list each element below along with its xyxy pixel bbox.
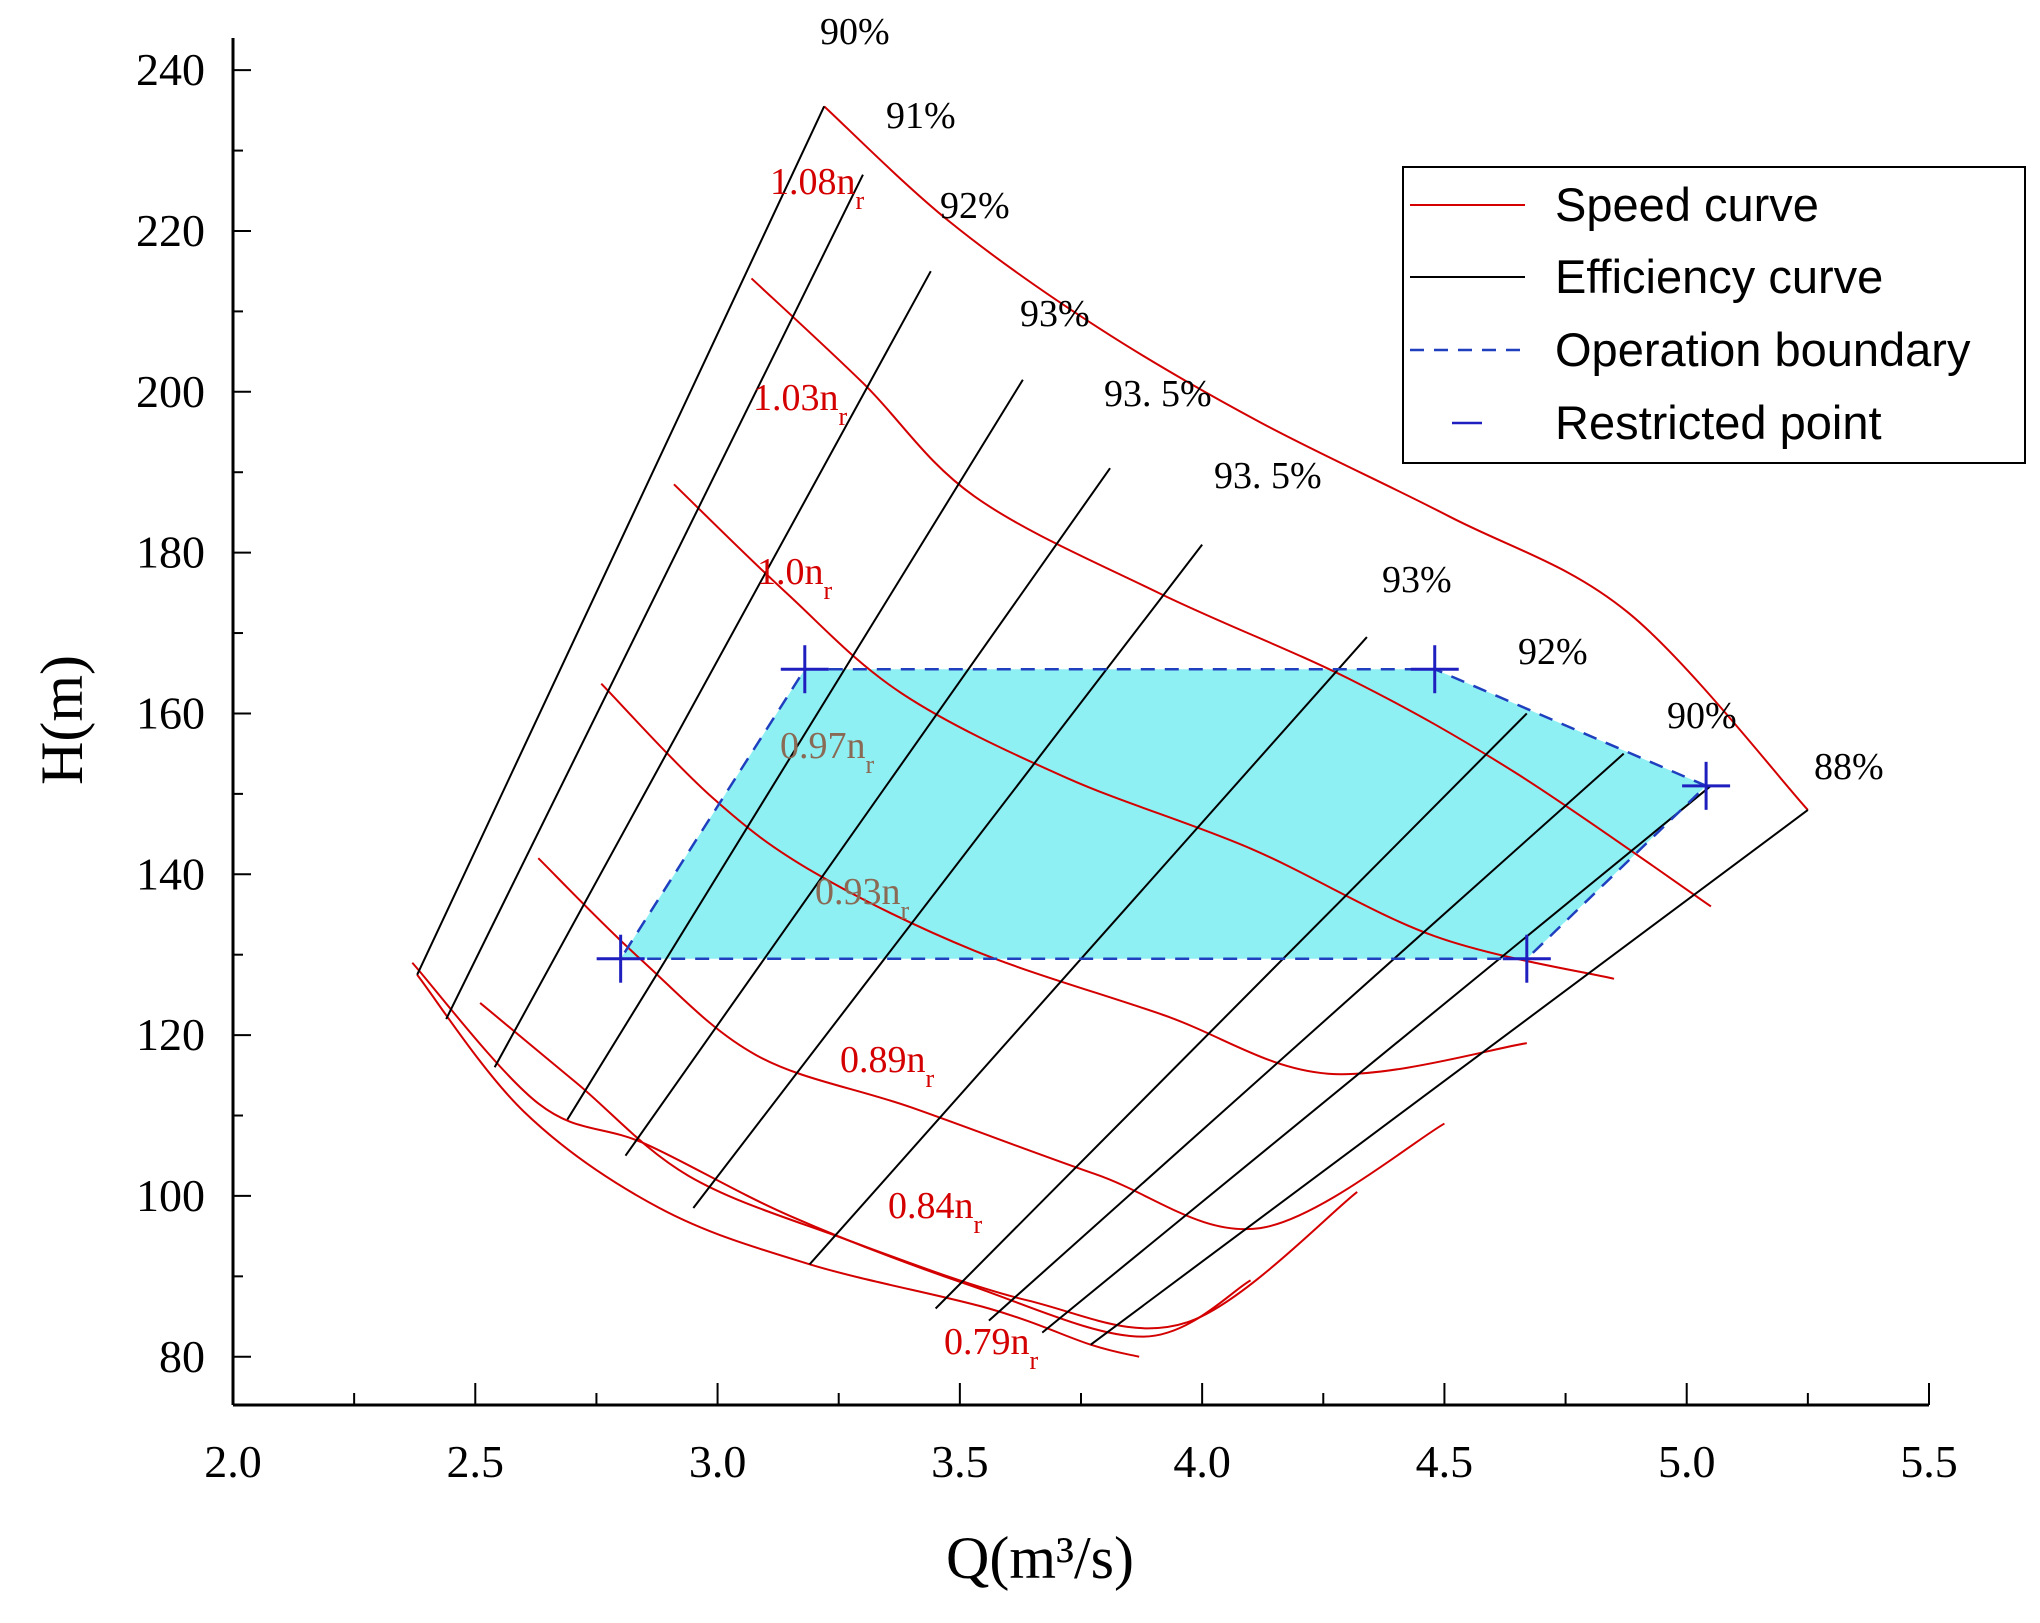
efficiency-curve-3 bbox=[566, 379, 1024, 1121]
restricted-point-4 bbox=[596, 934, 645, 983]
y-tick-label: 180 bbox=[136, 527, 205, 578]
y-tick-label: 140 bbox=[136, 848, 205, 899]
axis-ticks: 80 100 120 140 160 180 200 220 240 2.0 2.5 3.0 3.5 4.… bbox=[136, 44, 1958, 1487]
x-tick-label: 2.5 bbox=[447, 1436, 505, 1487]
x-tick-label: 3.5 bbox=[931, 1436, 989, 1487]
x-tick-label: 4.5 bbox=[1416, 1436, 1474, 1487]
y-tick-label: 220 bbox=[136, 205, 205, 256]
operation-boundary bbox=[618, 667, 1709, 960]
y-tick-label: 160 bbox=[136, 687, 205, 738]
efficiency-curve-1 bbox=[445, 174, 864, 1020]
efficiency-label-8: 90% bbox=[1667, 695, 1737, 737]
efficiency-label-0: 90% bbox=[820, 11, 890, 53]
efficiency-curve-5 bbox=[692, 543, 1203, 1209]
legend-box bbox=[1402, 166, 2026, 464]
efficiency-label-4: 93. 5% bbox=[1104, 373, 1212, 415]
x-tick-label: 4.0 bbox=[1173, 1436, 1231, 1487]
x-tick-label: 5.5 bbox=[1900, 1436, 1958, 1487]
legend: Speed curve Efficiency curve Operation b… bbox=[1402, 166, 2026, 464]
efficiency-label-5: 93. 5% bbox=[1214, 455, 1322, 497]
efficiency-label-6: 93% bbox=[1382, 559, 1452, 601]
y-tick-label: 120 bbox=[136, 1009, 205, 1060]
efficiency-curve-0 bbox=[416, 105, 826, 976]
restricted-point-2 bbox=[1682, 761, 1731, 810]
y-tick-label: 200 bbox=[136, 366, 205, 417]
x-tick-label: 2.0 bbox=[204, 1436, 262, 1487]
efficiency-curve-2 bbox=[493, 270, 932, 1068]
legend-label-restricted: Restricted point bbox=[1555, 396, 1882, 449]
operation-region-fill bbox=[620, 669, 1707, 959]
speed-curve-4 bbox=[537, 857, 1445, 1231]
legend-label-efficiency: Efficiency curve bbox=[1555, 250, 1883, 303]
plot-area: 90%91%92%93%93. 5%93. 5%93%92%90%88%1.08… bbox=[411, 11, 1884, 1375]
efficiency-curve-9 bbox=[1041, 785, 1712, 1334]
y-tick-label: 100 bbox=[136, 1170, 205, 1221]
efficiency-curve-7 bbox=[934, 712, 1528, 1310]
restricted-point-0 bbox=[780, 645, 829, 694]
legend-label-speed: Speed curve bbox=[1555, 178, 1819, 231]
efficiency-label-2: 92% bbox=[940, 185, 1010, 227]
y-tick-label: 80 bbox=[159, 1331, 205, 1382]
speed-curve-2 bbox=[673, 483, 1615, 980]
x-tick-label: 5.0 bbox=[1658, 1436, 1716, 1487]
efficiency-curve-8 bbox=[988, 752, 1625, 1322]
efficiency-curve-6 bbox=[808, 636, 1368, 1265]
speed-curve-7 bbox=[416, 974, 1140, 1358]
efficiency-label-3: 93% bbox=[1020, 293, 1090, 335]
efficiency-label-7: 92% bbox=[1518, 631, 1588, 673]
restricted-point-3 bbox=[1502, 934, 1551, 983]
y-tick-label: 240 bbox=[136, 44, 205, 95]
x-tick-label: 3.0 bbox=[689, 1436, 747, 1487]
restricted-point-1 bbox=[1410, 645, 1459, 694]
efficiency-curve-4 bbox=[624, 467, 1111, 1157]
y-axis-title: H(m) bbox=[29, 655, 95, 785]
speed-curve-1 bbox=[750, 277, 1712, 908]
efficiency-label-9: 88% bbox=[1814, 746, 1884, 788]
efficiency-label-1: 91% bbox=[886, 95, 956, 137]
efficiency-curve-10 bbox=[1090, 809, 1809, 1346]
speed-curve-0 bbox=[823, 105, 1809, 811]
x-axis-title: Q(m³/s) bbox=[946, 1525, 1134, 1591]
legend-label-boundary: Operation boundary bbox=[1555, 323, 1971, 376]
speed-curve-6 bbox=[411, 962, 1252, 1338]
